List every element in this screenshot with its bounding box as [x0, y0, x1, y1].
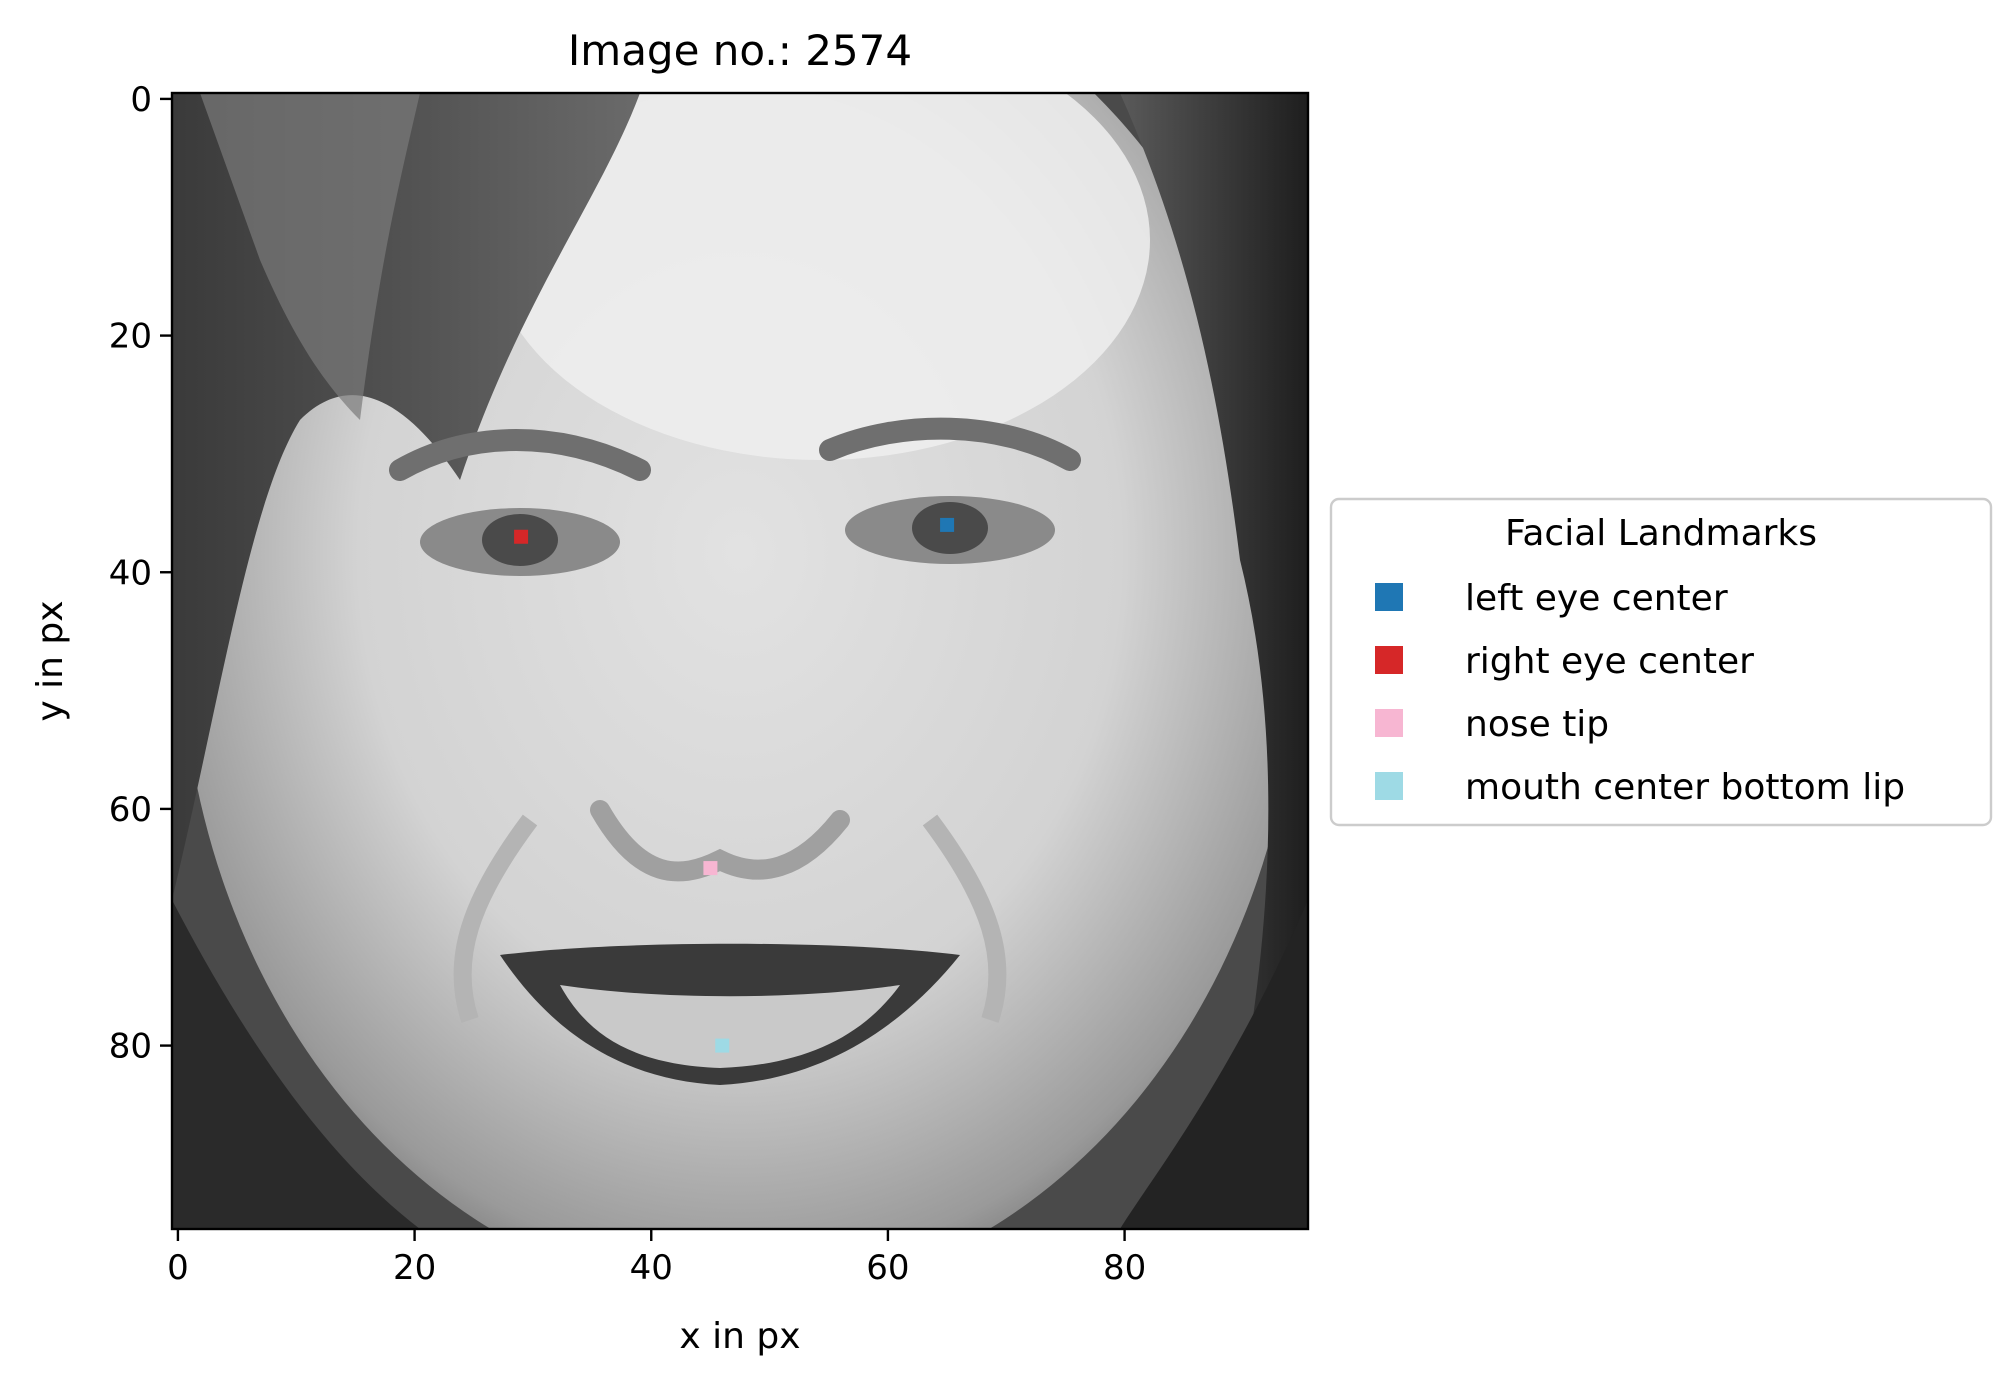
y-tick-label: 20: [109, 317, 152, 357]
x-axis-label: x in px: [679, 1316, 800, 1357]
x-tick-label: 20: [393, 1248, 436, 1288]
x-tick-label: 0: [167, 1248, 189, 1288]
x-tick-label: 60: [866, 1248, 909, 1288]
landmark-markers: [514, 517, 955, 1053]
y-tick-label: 80: [109, 1027, 152, 1067]
y-tick-label: 40: [109, 553, 152, 593]
legend-label: mouth center bottom lip: [1465, 767, 1905, 808]
y-tick-label: 0: [130, 80, 152, 120]
x-axis-ticks: 0 20 40 60 80: [167, 1229, 1146, 1288]
x-tick-label: 80: [1103, 1248, 1146, 1288]
legend-swatch: [1375, 646, 1403, 674]
legend-swatch: [1375, 772, 1403, 800]
legend-items: left eye center right eye center nose tip m…: [1375, 578, 1905, 808]
landmark-point: [940, 517, 955, 532]
legend-swatch: [1375, 709, 1403, 737]
y-tick-label: 60: [109, 790, 152, 830]
legend-label: right eye center: [1465, 641, 1754, 682]
legend-swatch: [1375, 583, 1403, 611]
y-axis-label: y in px: [30, 600, 71, 721]
x-tick-label: 40: [630, 1248, 673, 1288]
legend-label: left eye center: [1465, 578, 1728, 619]
face-photo: [172, 93, 1308, 1229]
landmark-point: [715, 1038, 730, 1053]
chart-title: Image no.: 2574: [568, 26, 912, 75]
legend-label: nose tip: [1465, 704, 1609, 745]
plot-frame: [170, 91, 1310, 1231]
landmark-point: [703, 861, 718, 876]
landmark-point: [514, 529, 529, 544]
y-axis-ticks: 0 20 40 60 80: [109, 80, 172, 1067]
legend: Facial Landmarks left eye center right ey…: [1329, 497, 1993, 827]
legend-box: [1329, 497, 1993, 827]
legend-title: Facial Landmarks: [1505, 513, 1817, 554]
